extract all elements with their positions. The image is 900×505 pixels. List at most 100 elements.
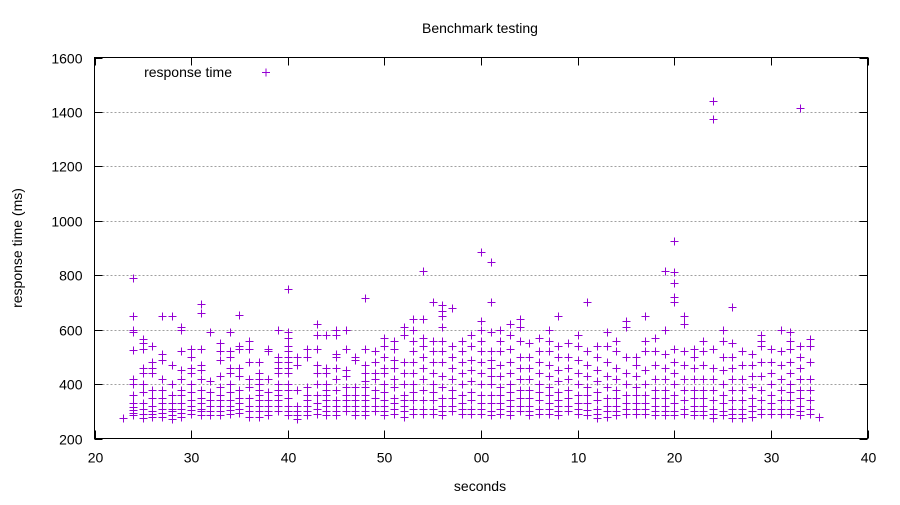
data-point	[622, 323, 631, 332]
legend-label: response time	[144, 64, 232, 80]
data-point	[409, 347, 418, 356]
data-point	[313, 410, 322, 419]
data-point	[409, 369, 418, 378]
data-point	[284, 386, 293, 395]
x-tick-label: 20	[88, 450, 104, 466]
data-point	[661, 267, 670, 276]
data-point	[129, 391, 138, 400]
data-point	[535, 388, 544, 397]
data-point	[477, 347, 486, 356]
data-point	[796, 394, 805, 403]
data-point	[274, 407, 283, 416]
data-point	[119, 414, 128, 423]
data-point	[303, 411, 312, 420]
data-point	[245, 345, 254, 354]
data-point	[516, 315, 525, 324]
data-point	[429, 369, 438, 378]
data-point	[593, 396, 602, 405]
data-point	[622, 391, 631, 400]
data-point	[197, 411, 206, 420]
data-point	[139, 388, 148, 397]
data-point	[129, 312, 138, 321]
data-point	[158, 312, 167, 321]
data-point	[506, 358, 515, 367]
data-point	[168, 391, 177, 400]
y-axis-label: response time (ms)	[9, 188, 25, 308]
data-point	[284, 411, 293, 420]
data-point	[806, 342, 815, 351]
x-axis-label: seconds	[454, 478, 506, 494]
data-point	[670, 298, 679, 307]
data-point	[496, 372, 505, 381]
data-point	[245, 375, 254, 384]
data-point	[467, 388, 476, 397]
data-point	[342, 326, 351, 335]
legend-marker	[262, 68, 270, 77]
data-point	[303, 383, 312, 392]
data-point	[748, 372, 757, 381]
data-point	[690, 375, 699, 384]
data-point	[361, 369, 370, 378]
data-point	[815, 413, 824, 422]
data-point	[535, 410, 544, 419]
data-point	[699, 394, 708, 403]
data-point	[738, 386, 747, 395]
data-point	[777, 326, 786, 335]
data-point	[680, 410, 689, 419]
data-point	[467, 396, 476, 405]
data-point	[400, 323, 409, 332]
data-point	[206, 411, 215, 420]
data-point	[574, 331, 583, 340]
data-point	[690, 386, 699, 395]
data-point	[535, 347, 544, 356]
data-point	[612, 375, 621, 384]
data-point	[535, 396, 544, 405]
data-point	[728, 386, 737, 395]
data-point	[245, 413, 254, 422]
data-point	[612, 411, 621, 420]
data-point	[545, 361, 554, 370]
data-point	[516, 337, 525, 346]
data-point	[554, 366, 563, 375]
data-point	[699, 411, 708, 420]
data-point	[419, 410, 428, 419]
data-point	[351, 411, 360, 420]
data-point	[293, 353, 302, 362]
data-point	[786, 328, 795, 337]
data-point	[670, 279, 679, 288]
data-point	[264, 375, 273, 384]
data-point	[738, 396, 747, 405]
y-tick-label: 1600	[51, 51, 82, 67]
data-point	[709, 345, 718, 354]
data-point	[670, 345, 679, 354]
data-point	[699, 375, 708, 384]
data-point	[284, 285, 293, 294]
data-point	[467, 366, 476, 375]
data-point	[409, 396, 418, 405]
data-point	[690, 345, 699, 354]
data-point	[487, 347, 496, 356]
data-point	[400, 380, 409, 389]
data-point	[506, 320, 515, 329]
data-point	[361, 383, 370, 392]
data-point	[603, 358, 612, 367]
data-point	[168, 361, 177, 370]
data-point	[777, 375, 786, 384]
data-point	[371, 358, 380, 367]
data-point	[226, 380, 235, 389]
data-point	[448, 375, 457, 384]
data-point	[255, 413, 264, 422]
data-point	[680, 361, 689, 370]
data-point	[583, 361, 592, 370]
data-point	[322, 411, 331, 420]
data-point	[709, 364, 718, 373]
data-point	[661, 386, 670, 395]
data-point	[670, 399, 679, 408]
data-point	[177, 326, 186, 335]
data-point	[148, 394, 157, 403]
data-point	[516, 323, 525, 332]
data-point	[226, 388, 235, 397]
data-point	[487, 364, 496, 373]
data-point	[786, 396, 795, 405]
data-point	[390, 410, 399, 419]
